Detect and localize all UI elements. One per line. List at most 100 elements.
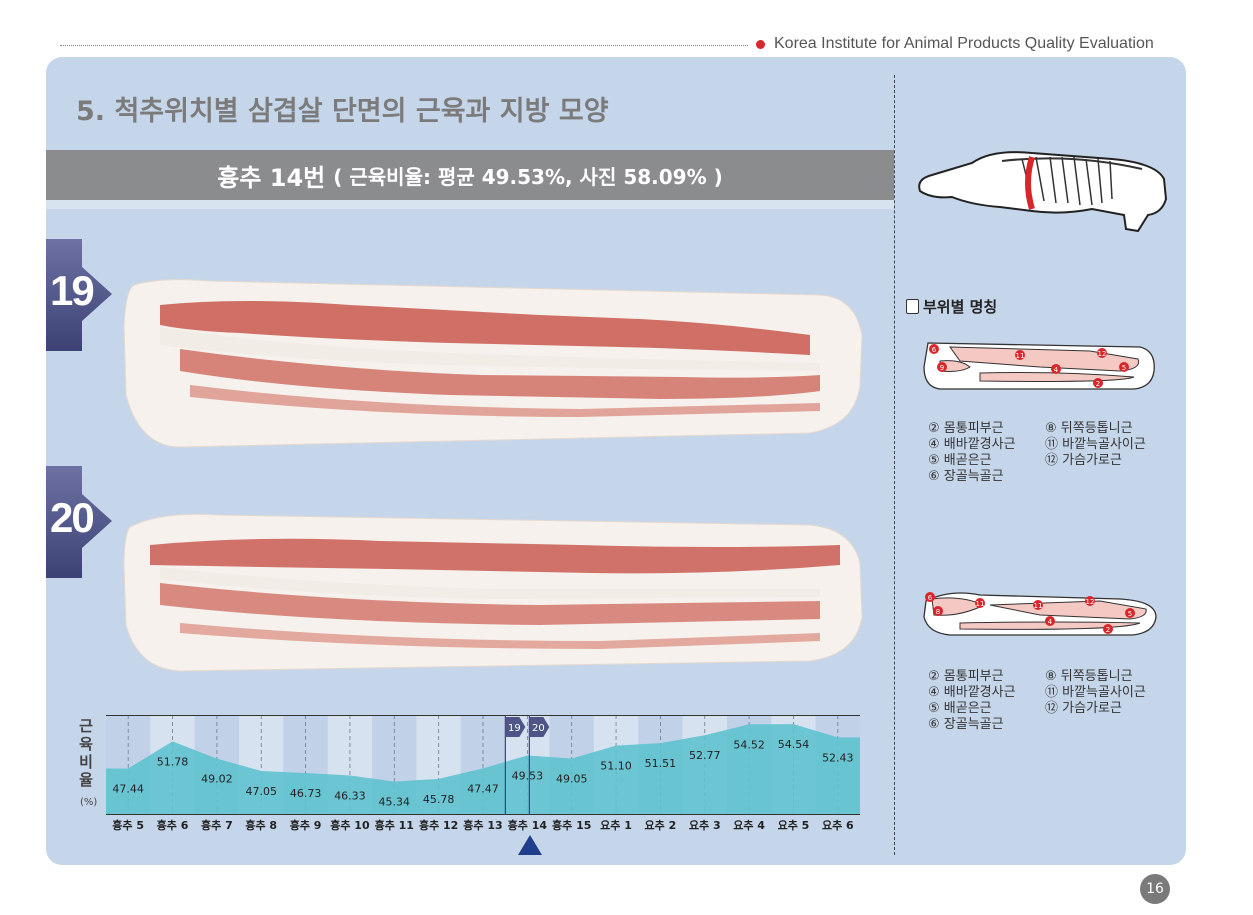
part-number-label: 11 xyxy=(976,600,985,608)
chart-area-series xyxy=(106,724,860,815)
chart-x-tick-label: 흉추 7 xyxy=(201,819,233,832)
column-divider xyxy=(894,75,895,855)
legend-item: ⑫ 가슴가로근 xyxy=(1045,701,1122,716)
legend-row: ⑥ 장골늑골근 xyxy=(928,717,1146,733)
chart-x-tick-label: 흉추 13 xyxy=(463,819,503,832)
legend-item: ⑪ 바깥늑골사이근 xyxy=(1045,437,1146,452)
part-number-label: 4 xyxy=(1048,618,1053,626)
legend-row: ② 몸통피부근 ⑧ 뒤쪽등톱니근 xyxy=(928,421,1146,437)
page-title: 5. 척추위치별 삼겹살 단면의 근육과 지방 모양 xyxy=(76,96,609,127)
chart-marker-flag xyxy=(529,717,550,737)
part-number-marker xyxy=(937,362,947,372)
chart-data-label: 47.47 xyxy=(467,782,499,795)
chart-x-tick-labels: 흉추 5 흉추 6 흉추 7 흉추 8 흉추 9 흉추 10 흉추 11 흉추 12 흉추 13… xyxy=(106,817,860,835)
chart-x-tick-label: 요추 1 xyxy=(600,819,632,832)
chart-data-label: 49.02 xyxy=(201,773,233,786)
legend-item: ⑥ 장골늑골근 xyxy=(928,469,1004,484)
legend-item: ⑧ 뒤쪽등톱니근 xyxy=(1045,669,1133,684)
chart-data-label: 54.54 xyxy=(778,738,810,751)
content-panel: 5. 척추위치별 삼겹살 단면의 근육과 지방 모양 흉추 14번 ( 근육비율… xyxy=(46,57,1186,865)
legend-item: ⑪ 바깥늑골사이근 xyxy=(1045,685,1146,700)
chart-marker-flag xyxy=(505,717,526,737)
chart-marker-label: 20 xyxy=(532,723,545,734)
chart-x-tick-label: 흉추 5 xyxy=(112,819,145,832)
chart-y-axis-label: 근육비율 xyxy=(79,717,93,789)
chart-x-tick-label: 흉추 12 xyxy=(418,819,459,832)
part-number-marker xyxy=(975,598,985,608)
parts-heading: 부위별 명칭 xyxy=(906,296,997,317)
part-number-label: 9 xyxy=(940,364,944,372)
parts-legend-2: ② 몸통피부근 ⑧ 뒤쪽등톱니근 ④ 배바깥경사근 ⑪ 바깥늑골사이근 ⑤ 배곧은근 ⑫ … xyxy=(928,669,1146,733)
part-number-marker xyxy=(1093,378,1103,388)
header-rule xyxy=(60,45,748,46)
chart-data-label: 47.44 xyxy=(112,783,144,796)
legend-item: ⑤ 배곧은근 xyxy=(928,453,992,468)
photo-number-tab-20: 20 xyxy=(46,466,114,578)
legend-row: ⑤ 배곧은근 ⑫ 가슴가로근 xyxy=(928,701,1146,717)
chart-x-tick-label: 요추 4 xyxy=(733,819,765,832)
chart-data-label: 52.77 xyxy=(689,749,721,762)
chart-x-tick-label: 요추 5 xyxy=(777,819,810,832)
chart-x-tick-label: 흉추 6 xyxy=(156,819,189,832)
legend-item: ⑥ 장골늑골근 xyxy=(928,717,1004,732)
part-number-label: 11 xyxy=(1016,352,1025,360)
chart-x-tick-label: 요추 3 xyxy=(688,819,721,832)
chart-data-label: 45.34 xyxy=(379,796,411,809)
legend-row: ⑥ 장골늑골근 xyxy=(928,469,1146,485)
pig-carcass-diagram xyxy=(918,151,1168,233)
part-number-marker xyxy=(929,344,939,354)
organization-name: Korea Institute for Animal Products Qual… xyxy=(774,35,1154,52)
part-number-label: 12 xyxy=(1098,350,1107,358)
part-number-label: 8 xyxy=(936,608,940,616)
part-number-marker xyxy=(933,606,943,616)
legend-item: ④ 배바깥경사근 xyxy=(928,685,1016,700)
legend-item: ② 몸통피부근 xyxy=(928,421,1004,436)
legend-item: ④ 배바깥경사근 xyxy=(928,437,1016,452)
muscle-ratio-chart: 47.44 51.78 49.02 47.05 46.73 46.33 45.34 45.78… xyxy=(106,715,860,815)
part-number-label: 6 xyxy=(932,346,937,354)
part-number-marker xyxy=(1097,348,1107,358)
part-number-marker xyxy=(1103,624,1113,634)
chart-data-label: 47.05 xyxy=(245,785,277,798)
chart-data-label: 46.33 xyxy=(334,789,366,802)
part-number-label: 5 xyxy=(1128,610,1132,618)
part-number-marker xyxy=(1119,362,1129,372)
chart-x-tick-label: 흉추 10 xyxy=(330,819,370,832)
chart-data-label: 54.52 xyxy=(733,738,765,751)
chart-x-tick-label: 흉추 9 xyxy=(289,819,322,832)
cross-section-diagram-2: 68 11 11 12 4 5 2 xyxy=(923,592,1157,636)
part-number-label: 11 xyxy=(1034,602,1043,610)
part-number-marker xyxy=(1015,350,1025,360)
part-number-label: 6 xyxy=(928,594,933,602)
legend-item: ⑧ 뒤쪽등톱니근 xyxy=(1045,421,1133,436)
part-number-marker xyxy=(1125,608,1135,618)
part-number-label: 12 xyxy=(1086,598,1095,606)
legend-row: ⑤ 배곧은근 ⑫ 가슴가로근 xyxy=(928,453,1146,469)
banner-main: 흉추 14번 xyxy=(217,163,326,192)
part-number-marker xyxy=(1033,600,1043,610)
chart-data-label: 45.78 xyxy=(423,793,455,806)
photo-number: 19 xyxy=(50,267,95,314)
part-number-marker xyxy=(1051,364,1061,374)
chart-x-tick-label: 흉추 14 xyxy=(507,819,548,832)
cross-section-diagram-1: 6 9 11 12 4 5 2 xyxy=(923,342,1155,390)
chart-x-tick-label: 요추 2 xyxy=(644,819,677,832)
selected-position-pointer xyxy=(518,835,542,855)
banner-sub: ( 근육비율: 평균 49.53%, 사진 58.09% ) xyxy=(333,164,723,189)
chart-marker-label: 19 xyxy=(508,723,521,734)
banner-underline xyxy=(46,200,894,209)
photo-number: 20 xyxy=(50,494,95,541)
chart-data-label: 51.78 xyxy=(157,755,189,768)
checkbox-icon xyxy=(906,299,919,314)
legend-row: ④ 배바깥경사근 ⑪ 바깥늑골사이근 xyxy=(928,685,1146,701)
chart-data-label: 52.43 xyxy=(822,751,854,764)
legend-item: ② 몸통피부근 xyxy=(928,669,1004,684)
chart-x-tick-label: 흉추 11 xyxy=(374,819,414,832)
chart-data-label: 46.73 xyxy=(290,787,322,800)
legend-row: ② 몸통피부근 ⑧ 뒤쪽등톱니근 xyxy=(928,669,1146,685)
page-number: 16 xyxy=(1140,874,1170,904)
chart-data-label: 49.53 xyxy=(512,769,543,782)
part-number-label: 2 xyxy=(1106,626,1110,634)
bullet-icon xyxy=(756,40,765,49)
parts-legend-1: ② 몸통피부근 ⑧ 뒤쪽등톱니근 ④ 배바깥경사근 ⑪ 바깥늑골사이근 ⑤ 배곧은근 ⑫ … xyxy=(928,421,1146,485)
